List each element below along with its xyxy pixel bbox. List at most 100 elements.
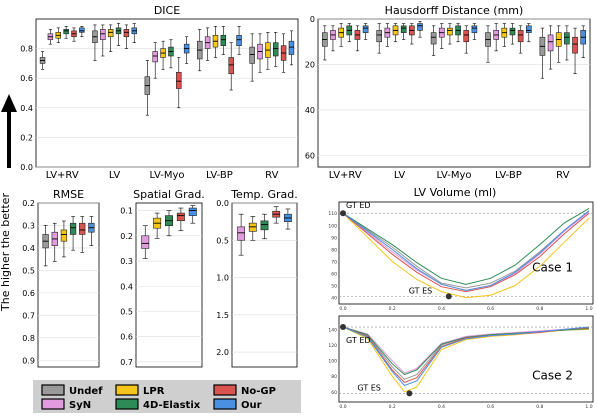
dice-category-label: LV <box>109 170 120 181</box>
hausdorff-category-label: LV <box>394 170 405 181</box>
lv-volume-case-2: 60 80 100 120 140 0.0 0.2 0.4 0.6 0.8 1.0 GT ED GT E… <box>328 315 594 410</box>
lv-volume-chart: LV Volume (ml) 40 50 60 70 80 90 100 110 0.0 0.2 0.… <box>328 186 594 410</box>
legend-label-No-GP: No-GP <box>241 386 276 397</box>
lv-volume-ytick-label: 80 <box>331 247 337 253</box>
lv-volume-ytick-label: 120 <box>328 343 337 349</box>
lv-volume-series-Our <box>342 210 590 291</box>
lv-volume-xtick-label: 0.8 <box>536 404 543 410</box>
legend-label-LPR: LPR <box>143 386 165 397</box>
hausdorff-ytick-label: 20 <box>305 61 315 70</box>
dice-panel: DICE 0.0 0.2 0.4 0.6 0.8 LV+RV LV LV-Myo LV-BP RV <box>20 4 299 181</box>
legend-swatch-Undef <box>41 384 65 396</box>
lv-volume-xtick-label: 1.0 <box>585 404 592 410</box>
dice-box-Our <box>288 40 295 55</box>
dice-ytick-label: 0.2 <box>20 133 33 142</box>
lv-volume-ytick-label: 70 <box>331 259 337 265</box>
side-label: The higher the better <box>0 193 12 312</box>
lv-volume-ytick-label: 140 <box>328 327 337 333</box>
legend-label-Our: Our <box>241 400 262 411</box>
gt-ed-marker <box>340 324 346 331</box>
lv-volume-xtick-label: 0.4 <box>438 404 445 410</box>
spatial-title: Spatial Grad. <box>133 188 205 201</box>
hausdorff-panel: Hausdorff Distance (mm) 0 20 40 60 LV+RV LV LV-… <box>305 4 591 181</box>
lv-volume-series-No-GP <box>342 326 590 383</box>
lv-volume-xtick-label: 0.0 <box>339 404 346 410</box>
dice-box-4D-Elastix <box>63 29 69 35</box>
temporal-box-SyN <box>237 226 246 241</box>
dice-ytick-label: 0.8 <box>20 45 33 54</box>
temporal-title: Temp. Grad. <box>230 188 298 201</box>
rmse-ytick-label: 0.3 <box>22 221 35 230</box>
rmse-ytick-label: 0.5 <box>22 266 35 275</box>
rmse-panel: RMSE 0.2 0.3 0.4 0.5 0.6 0.7 0.8 0.9 <box>22 188 100 368</box>
lv-volume-ytick-label: 60 <box>331 271 337 277</box>
up-arrow-icon <box>1 94 17 112</box>
gt-ed-label: GT ED <box>346 201 371 210</box>
rmse-box-LPR <box>60 229 68 242</box>
rmse-ytick-label: 0.8 <box>22 334 35 343</box>
spatial-ytick-label: 0.3 <box>120 257 133 266</box>
dice-box-Our <box>79 27 85 33</box>
dice-ytick-label: 0.0 <box>20 163 33 172</box>
rmse-ytick-label: 0.6 <box>22 289 35 298</box>
dice-category-label: LV+RV <box>46 170 79 181</box>
lv-volume-xtick-label: 1.0 <box>585 306 592 312</box>
temporal-ytick-label: 1.5 <box>216 311 229 320</box>
hausdorff-ytick-label: 40 <box>305 106 315 115</box>
dice-ytick-label: 0.6 <box>20 74 33 83</box>
legend-label-SyN: SyN <box>69 400 91 411</box>
dice-category-label: LV-BP <box>206 170 233 181</box>
spatial-panel: Spatial Grad.0.1 0.2 0.3 0.4 0.5 0.6 0.7 <box>120 188 205 368</box>
temporal-ytick-label: 2.0 <box>216 348 229 357</box>
rmse-ytick-label: 0.7 <box>22 311 35 320</box>
spatial-ytick-label: 0.5 <box>120 307 133 316</box>
dice-box-No-GP <box>176 71 182 89</box>
lv-volume-frame <box>338 201 594 305</box>
legend-label-4D-Elastix: 4D-Elastix <box>143 400 201 411</box>
legend: Undef LPR No-GP SyN 4D-Elastix Our <box>33 380 301 413</box>
dice-box-Undef <box>249 46 255 64</box>
hausdorff-box-No-GP <box>572 36 578 54</box>
side-annotation: The higher the better <box>0 94 17 312</box>
hausdorff-box-4D-Elastix <box>509 27 516 36</box>
hausdorff-title: Hausdorff Distance (mm) <box>385 4 524 17</box>
hausdorff-box-4D-Elastix <box>400 25 407 33</box>
temporal-panel: Temp. Grad.0.0 0.5 1.0 1.5 2.0 <box>216 188 298 368</box>
hausdorff-box-Our <box>525 25 532 33</box>
dice-box-No-GP <box>228 57 234 75</box>
legend-swatch-SyN <box>41 398 65 410</box>
lv-volume-ytick-label: 100 <box>328 359 337 365</box>
lv-volume-ytick-label: 90 <box>331 235 337 241</box>
hausdorff-box-Our <box>471 25 478 33</box>
temporal-box-4D-Elastix <box>260 220 269 231</box>
spatial-ytick-label: 0.6 <box>120 333 133 342</box>
gt-es-marker <box>406 390 413 397</box>
lv-volume-xtick-label: 0.2 <box>389 404 396 410</box>
hausdorff-box-LPR <box>447 27 453 36</box>
gt-es-marker <box>445 293 452 300</box>
lv-volume-series-Our <box>342 326 590 387</box>
lv-volume-xtick-label: 0.6 <box>487 306 494 312</box>
hausdorff-category-label: LV-Myo <box>437 170 472 181</box>
spatial-box-SyN <box>141 235 150 249</box>
gt-ed-marker <box>340 210 346 217</box>
rmse-ytick-label: 0.9 <box>22 356 35 365</box>
legend-label-Undef: Undef <box>69 386 103 397</box>
rmse-title: RMSE <box>53 188 84 201</box>
gt-es-label: GT ES <box>409 286 432 295</box>
spatial-ytick-label: 0.7 <box>120 358 133 367</box>
dice-box-LPR <box>107 29 114 38</box>
lv-volume-xtick-label: 0.0 <box>339 306 346 312</box>
lv-volume-ytick-label: 40 <box>331 296 337 302</box>
rmse-box-No-GP <box>79 222 86 235</box>
rmse-box-4D-Elastix <box>69 222 77 235</box>
case-label: Case 1 <box>532 260 573 274</box>
hausdorff-box-Our <box>417 23 423 31</box>
dice-box-4D-Elastix <box>272 42 279 57</box>
hausdorff-box-Undef <box>430 32 437 45</box>
lv-volume-series-SyN <box>342 326 590 374</box>
temporal-ytick-label: 0.5 <box>216 236 229 245</box>
temporal-ytick-label: 1.0 <box>216 274 229 283</box>
lv-volume-xtick-label: 0.6 <box>487 404 494 410</box>
